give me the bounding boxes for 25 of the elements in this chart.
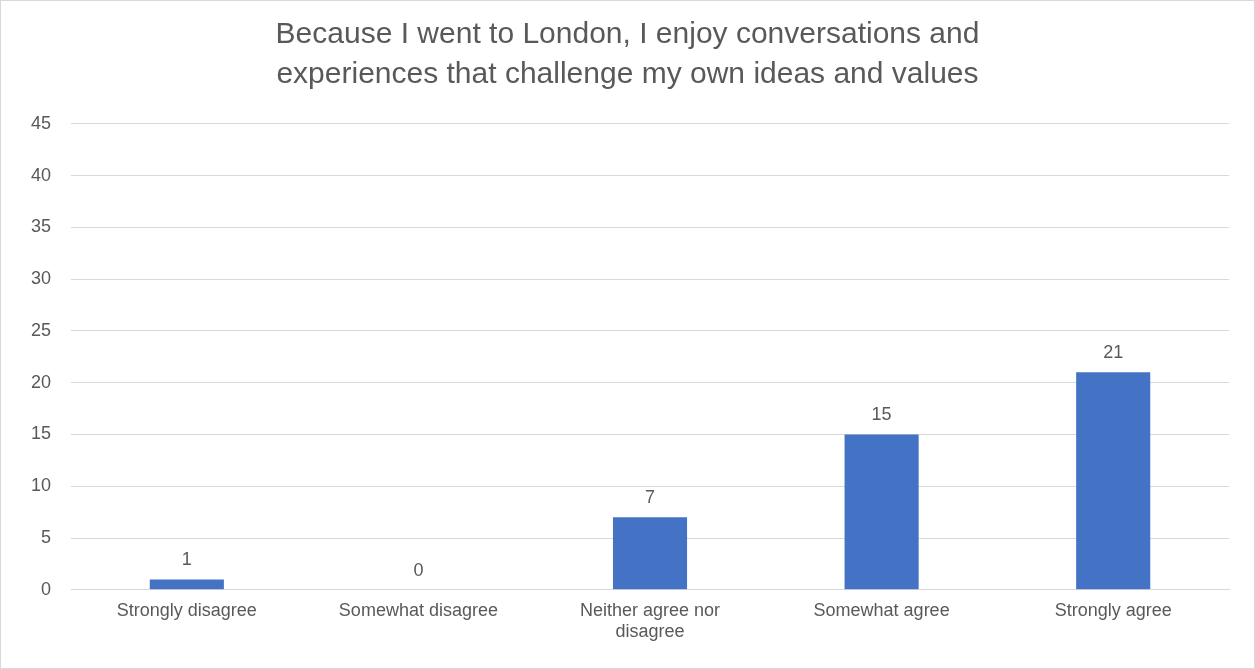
y-tick-label: 20 — [30, 371, 52, 392]
bar — [612, 517, 688, 590]
y-tick-label: 25 — [30, 319, 52, 340]
x-tick-label: Neither agree nor disagree — [579, 599, 721, 642]
y-tick-label: 30 — [30, 268, 52, 289]
data-label: 7 — [645, 487, 656, 508]
x-tick-label: Strongly agree — [1054, 599, 1172, 620]
y-tick-label: 5 — [41, 526, 52, 547]
y-tick-label: 35 — [30, 216, 52, 237]
x-tick-label: Somewhat agree — [813, 599, 950, 620]
bar — [844, 434, 919, 590]
data-label: 15 — [871, 404, 892, 425]
data-label: 1 — [181, 549, 192, 570]
y-tick-label: 40 — [30, 164, 52, 185]
y-tick-label: 45 — [30, 112, 52, 133]
bar — [149, 579, 224, 590]
x-tick-label: Somewhat disagree — [338, 599, 498, 620]
y-tick-label: 10 — [30, 475, 52, 496]
data-label: 0 — [413, 559, 424, 580]
y-tick-label: 0 — [41, 578, 52, 599]
data-label: 21 — [1103, 342, 1124, 363]
bar — [1076, 372, 1151, 590]
x-tick-label: Strongly disagree — [116, 599, 257, 620]
chart-title: Because I went to London, I enjoy conversations and experiences that challenge my own ideas and values — [274, 15, 981, 91]
y-tick-label: 15 — [30, 423, 52, 444]
